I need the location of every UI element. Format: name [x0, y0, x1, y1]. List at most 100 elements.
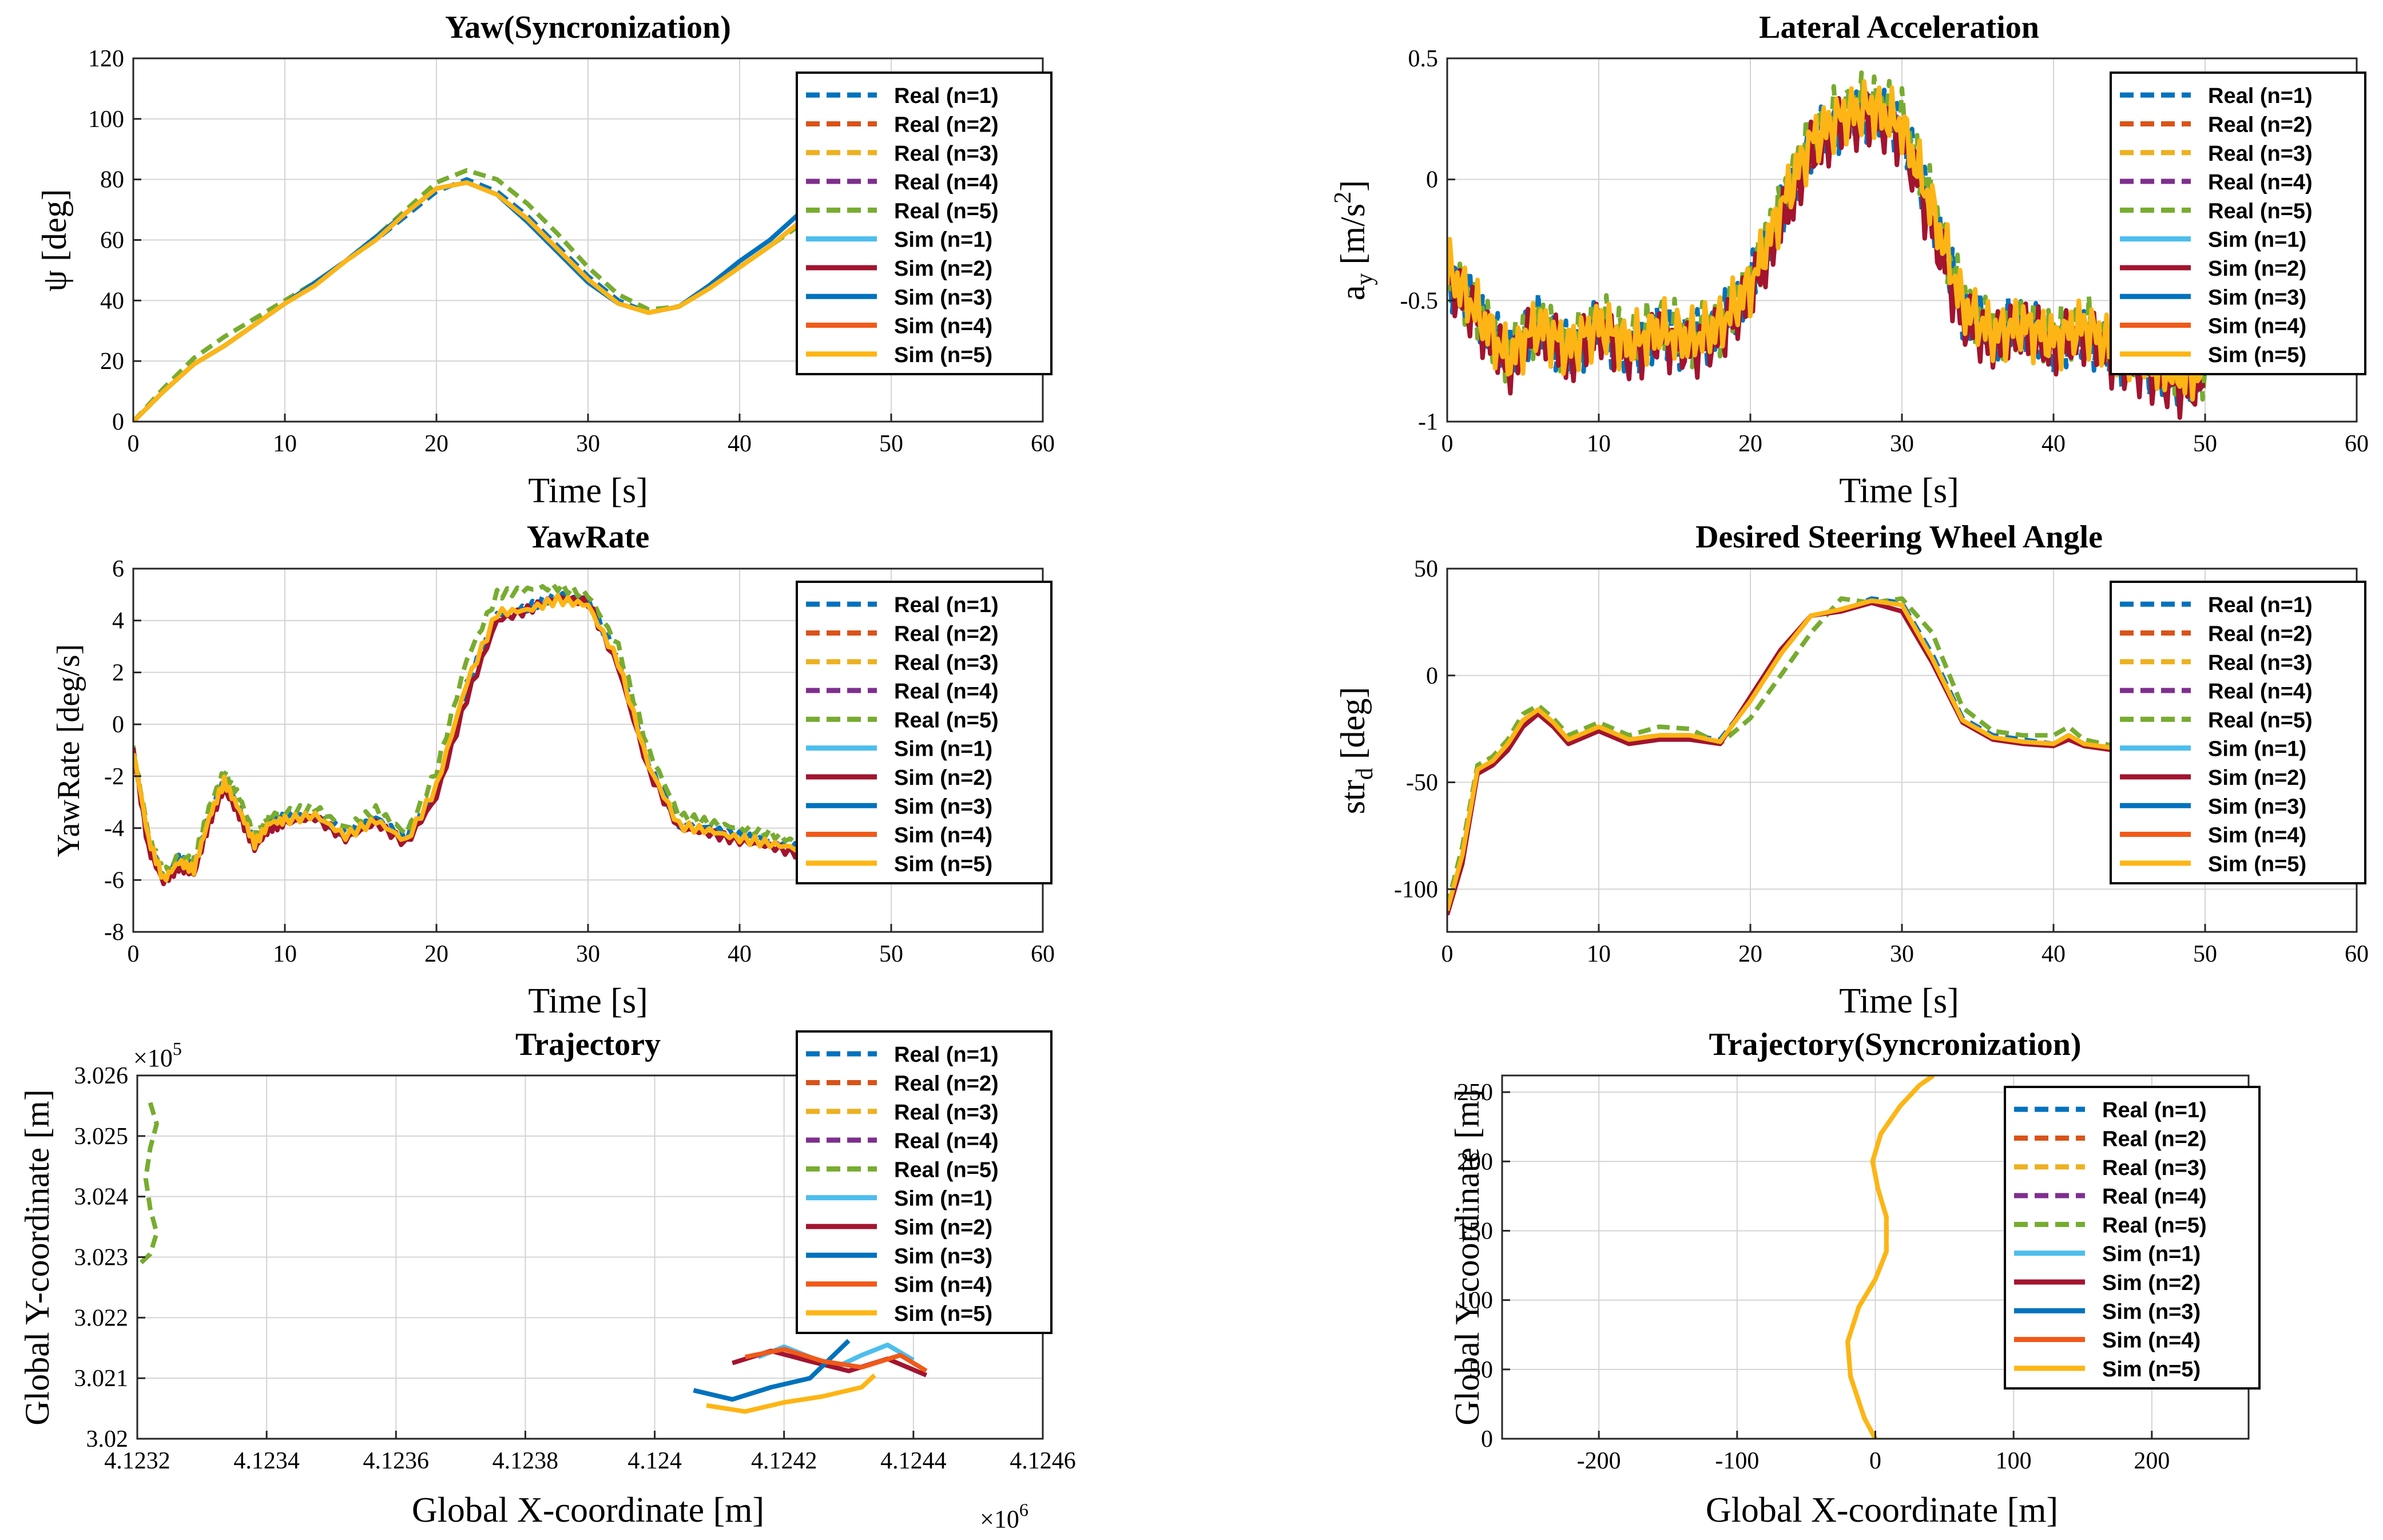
legend-label: Real (n=3): [894, 1101, 999, 1125]
legend-label: Real (n=4): [894, 1129, 999, 1153]
legend-item: Sim (n=2): [806, 766, 992, 790]
legend-label: Sim (n=4): [894, 315, 992, 339]
y-tick-label: 3.026: [74, 1063, 129, 1089]
x-tick-label: -100: [1715, 1448, 1759, 1474]
y-tick-label: 3.023: [74, 1245, 129, 1271]
legend-item: Real (n=4): [806, 680, 999, 704]
y-axis-label: Global Y-coordinate [m]: [18, 1089, 56, 1426]
legend-label: Sim (n=3): [2102, 1300, 2201, 1324]
x-tick-label: 60: [2345, 941, 2369, 967]
x-tick-label: 4.1232: [104, 1448, 170, 1474]
x-tick-label: 0: [1441, 431, 1453, 457]
legend-item: Real (n=1): [2014, 1098, 2207, 1122]
x-tick-label: 30: [576, 941, 600, 967]
legend-item: Real (n=3): [806, 142, 999, 166]
x-tick-label: 50: [879, 941, 903, 967]
y-tick-label: 3.02: [86, 1426, 129, 1452]
legend: Real (n=1) Real (n=2) Real (n=3) Real (n=4)…: [796, 1030, 1053, 1334]
svg-text:strd [deg]: strd [deg]: [1334, 687, 1378, 815]
legend-label: Sim (n=3): [894, 1244, 992, 1268]
legend-item: Real (n=2): [2120, 622, 2313, 646]
x-tick-label: 60: [1031, 431, 1055, 457]
legend-item: Sim (n=5): [806, 1302, 992, 1326]
y-tick-label: 120: [88, 46, 124, 72]
legend-label: Sim (n=3): [2208, 795, 2306, 819]
y-axis-label: ψ [deg]: [35, 189, 73, 291]
legend-label: Sim (n=2): [894, 1216, 992, 1240]
x-axis-label: Time [s]: [528, 471, 648, 510]
x-tick-label: 0: [1441, 941, 1453, 967]
plot-area: [1845, 1075, 1935, 1439]
x-tick-label: 40: [2042, 431, 2066, 457]
x-tick-label: 50: [2193, 941, 2217, 967]
legend-item: Sim (n=3): [2120, 795, 2306, 819]
legend-item: Real (n=5): [806, 199, 999, 223]
legend-item: Sim (n=3): [2120, 285, 2306, 309]
y-tick-label: 6: [112, 556, 124, 582]
legend-label: Sim (n=5): [2102, 1358, 2201, 1382]
y-tick-label: 250: [1457, 1079, 1493, 1106]
legend-item: Real (n=1): [806, 593, 999, 617]
legend-item: Real (n=5): [2120, 199, 2313, 223]
legend-label: Real (n=3): [2208, 142, 2313, 166]
x-tick-label: 200: [2134, 1448, 2170, 1474]
legend-item: Real (n=2): [806, 622, 999, 646]
legend-item: Real (n=4): [806, 170, 999, 195]
legend-label: Real (n=5): [2208, 199, 2313, 223]
legend-label: Sim (n=1): [894, 1187, 992, 1211]
x-tick-label: 40: [728, 431, 752, 457]
y-tick-label: -100: [1394, 876, 1438, 903]
chart-title: Trajectory(Syncronization): [1709, 1027, 2081, 1062]
y-tick-label: 150: [1457, 1218, 1493, 1244]
legend-label: Sim (n=5): [2208, 852, 2306, 876]
legend-label: Sim (n=4): [894, 1273, 992, 1297]
legend-label: Real (n=1): [2102, 1098, 2207, 1122]
x-tick-label: -200: [1577, 1448, 1621, 1474]
legend-label: Sim (n=3): [894, 285, 992, 309]
legend-label: Real (n=4): [2102, 1185, 2207, 1209]
chart-trajectory: Trajectory Global X-coordinate [m] Globa…: [18, 1027, 1076, 1533]
legend-item: Real (n=3): [806, 1101, 999, 1125]
legend-item: Sim (n=1): [2120, 737, 2306, 761]
x-tick-label: 30: [576, 431, 600, 457]
x-tick-label: 4.1244: [880, 1448, 947, 1474]
x-axis-label: Global X-coordinate [m]: [412, 1491, 764, 1530]
legend-label: Real (n=4): [894, 680, 999, 704]
x-tick-label: 20: [424, 941, 448, 967]
legend-item: Sim (n=3): [2014, 1300, 2201, 1324]
legend-item: Real (n=2): [2120, 113, 2313, 137]
chart-lateral-acceleration: Lateral Acceleration Time [s] ay [m/s2] …: [1330, 10, 2369, 510]
legend-item: Sim (n=2): [806, 1216, 992, 1240]
x-tick-label: 40: [728, 941, 752, 967]
legend: Real (n=1) Real (n=2) Real (n=3) Real (n=4)…: [2110, 581, 2366, 884]
legend-item: Real (n=3): [806, 651, 999, 675]
x-tick-label: 60: [2345, 431, 2369, 457]
legend-item: Real (n=2): [806, 113, 999, 137]
x-tick-label: 20: [424, 431, 448, 457]
legend-label: Real (n=1): [2208, 593, 2313, 617]
x-axis-label: Time [s]: [1839, 982, 1959, 1021]
chart-trajectory-sync: Trajectory(Syncronization) Global X-coor…: [1448, 1027, 2261, 1530]
legend-label: Real (n=3): [894, 651, 999, 675]
y-tick-label: 100: [1457, 1288, 1493, 1314]
legend-label: Real (n=1): [894, 1043, 999, 1067]
legend-label: Real (n=4): [894, 170, 999, 195]
legend-label: Real (n=1): [894, 593, 999, 617]
plot-area: [1447, 70, 2207, 420]
chart-title: Lateral Acceleration: [1759, 10, 2039, 45]
legend-label: Sim (n=4): [894, 824, 992, 848]
chart-steering-angle: Desired Steering Wheel Angle Time [s] st…: [1334, 519, 2369, 1021]
legend-label: Sim (n=4): [2208, 824, 2306, 848]
x-tick-label: 4.1238: [493, 1448, 559, 1474]
y-axis-label: YawRate [deg/s]: [51, 644, 86, 857]
series-line: [693, 1339, 851, 1402]
legend-label: Real (n=5): [894, 708, 999, 732]
x-tick-label: 20: [1738, 941, 1762, 967]
series-line: [745, 1347, 928, 1373]
x-tick-label: 4.1236: [363, 1448, 430, 1474]
legend-item: Real (n=1): [806, 1043, 999, 1067]
legend-label: Sim (n=4): [2208, 315, 2306, 339]
x-tick-label: 10: [273, 941, 297, 967]
x-tick-label: 4.1242: [751, 1448, 817, 1474]
y-tick-label: -50: [1406, 770, 1438, 796]
